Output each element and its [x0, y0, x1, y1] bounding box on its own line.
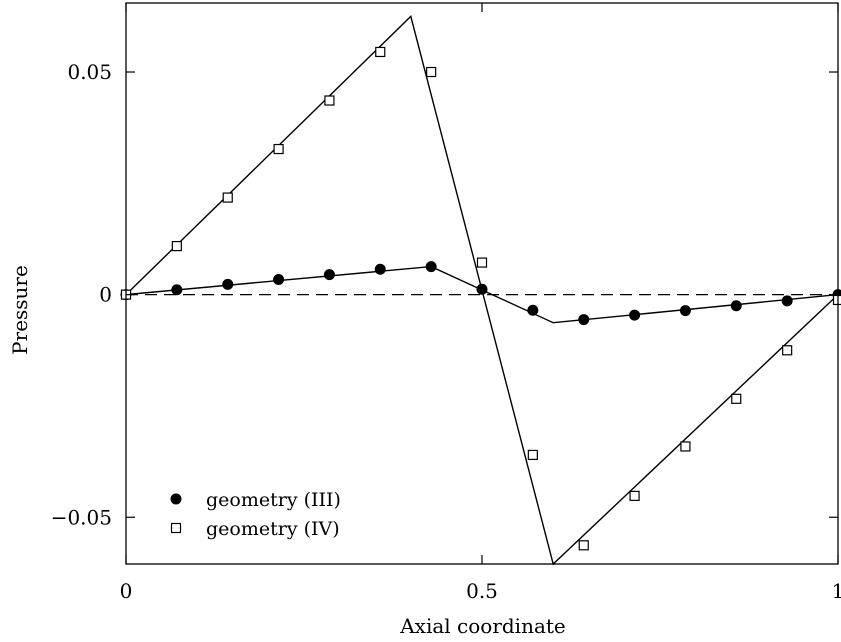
data-point-geometry-iii: [374, 263, 386, 275]
data-point-geometry-iii: [578, 314, 590, 326]
data-point-geometry-iii: [171, 284, 183, 296]
data-point-geometry-iv: [527, 449, 538, 461]
legend-label: geometry (IV): [206, 518, 340, 540]
legend-marker: [170, 522, 182, 534]
data-point-geometry-iv: [680, 441, 691, 452]
data-point-geometry-iv: [476, 257, 488, 268]
data-point-geometry-iv: [222, 192, 233, 203]
data-point-geometry-iii: [273, 273, 285, 285]
plot-area: [120, 15, 841, 566]
data-point-geometry-iv: [731, 393, 742, 404]
y-axis-label: Pressure: [8, 265, 32, 355]
data-point-geometry-iv: [578, 540, 589, 551]
data-point-geometry-iii: [476, 283, 488, 295]
data-point-geometry-iv: [324, 95, 335, 106]
data-point-geometry-iii: [679, 305, 691, 317]
legend: geometry (III) geometry (IV): [170, 489, 341, 540]
data-point-geometry-iii: [781, 295, 793, 307]
data-point-geometry-iii: [629, 309, 641, 321]
data-point-geometry-iii: [222, 278, 234, 290]
axes: 0 0.5 1 −0.05 0 0.05: [51, 2, 841, 603]
legend-label: geometry (III): [206, 489, 341, 511]
data-point-geometry-iv: [375, 46, 386, 58]
data-point-geometry-iv: [273, 143, 284, 155]
x-tick-label: 0: [120, 579, 133, 603]
x-axis-label: Axial coordinate: [399, 614, 566, 638]
x-tick-label: 1: [832, 579, 841, 603]
legend-marker: [170, 493, 182, 505]
x-tick-label: 0.5: [466, 579, 498, 603]
data-point-geometry-iv: [171, 241, 182, 252]
data-point-geometry-iv: [782, 345, 793, 356]
data-point-geometry-iv: [832, 294, 841, 306]
data-point-geometry-iii: [527, 304, 539, 316]
y-tick-label: 0: [99, 283, 112, 307]
data-point-geometry-iii: [730, 300, 742, 312]
data-point-geometry-iii: [323, 269, 335, 281]
data-point-geometry-iii: [425, 261, 437, 273]
data-point-geometry-iv: [629, 490, 640, 501]
y-tick-label: −0.05: [51, 505, 112, 529]
data-point-geometry-iv: [426, 66, 437, 78]
y-tick-label: 0.05: [67, 60, 112, 84]
